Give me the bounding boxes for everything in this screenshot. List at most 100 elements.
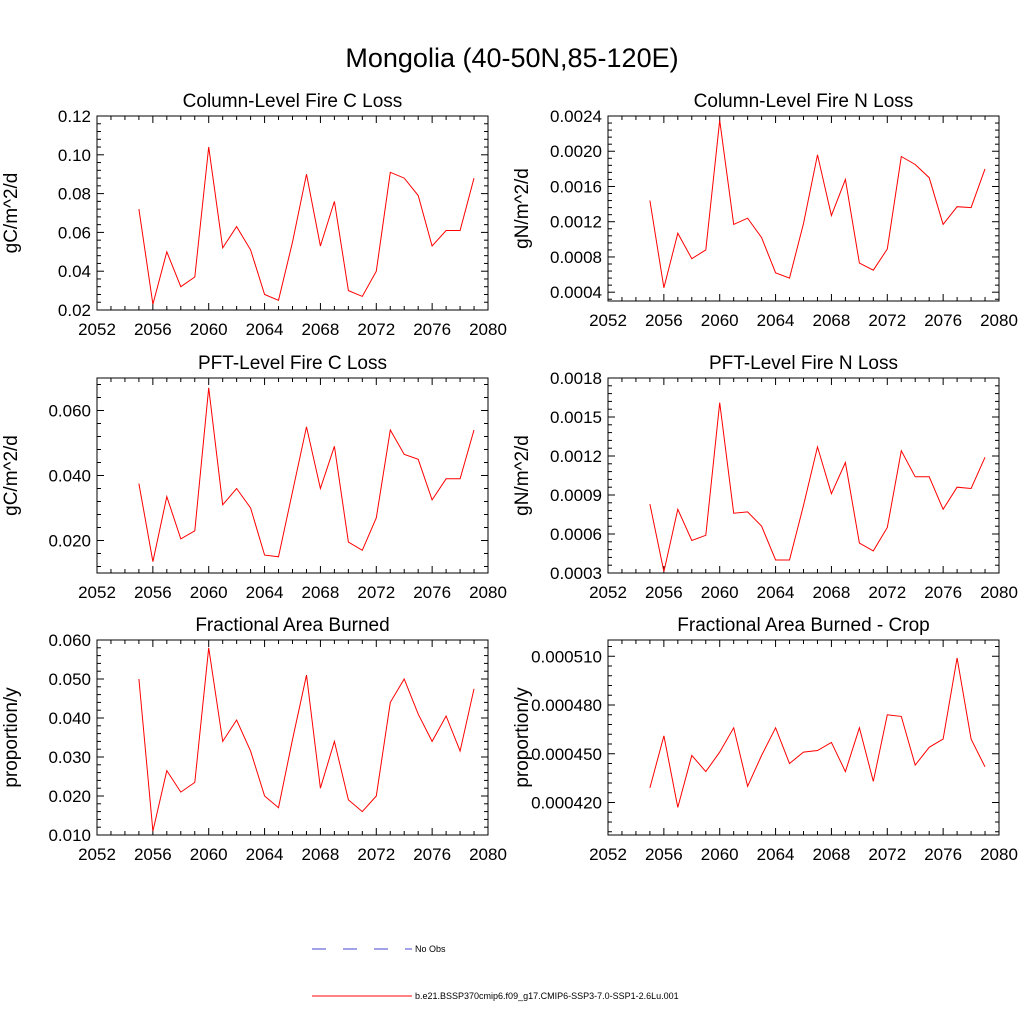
x-tick-label: 2056 [134, 320, 172, 339]
y-tick-label: 0.0018 [550, 369, 602, 388]
y-tick-label: 0.04 [58, 262, 91, 281]
x-tick-label: 2076 [924, 845, 962, 864]
series-line [649, 657, 986, 808]
y-axis-label: gC/m^2/d [1, 435, 22, 516]
series-line [138, 387, 475, 562]
y-tick-label: 0.0020 [550, 142, 602, 161]
panel-title: Column-Level Fire C Loss [183, 91, 403, 112]
panel-title: Fractional Area Burned [195, 615, 389, 636]
y-tick-label: 0.0016 [550, 177, 602, 196]
y-tick-label: 0.040 [48, 467, 91, 486]
x-tick-label: 2060 [701, 845, 739, 864]
y-tick-label: 0.0008 [550, 248, 602, 267]
x-tick-label: 2076 [413, 320, 451, 339]
y-tick-label: 0.12 [58, 107, 91, 126]
x-tick-label: 2068 [302, 845, 340, 864]
x-tick-label: 2060 [190, 845, 228, 864]
panel-4: 2052 2056 2060 2064 2068 2072 2076 2080 0.0003 0.… [512, 353, 1018, 602]
y-tick-label: 0.060 [48, 402, 91, 421]
x-tick-label: 2052 [78, 583, 116, 602]
x-tick-label: 2064 [757, 583, 795, 602]
x-tick-label: 2076 [924, 311, 962, 330]
x-tick-label: 2056 [645, 311, 683, 330]
x-tick-label: 2080 [980, 845, 1018, 864]
x-tick-label: 2072 [357, 320, 395, 339]
y-tick-label: 0.000420 [531, 794, 602, 813]
y-tick-label: 0.0003 [550, 564, 602, 583]
y-axis-label: gN/m^2/d [512, 168, 533, 249]
y-tick-label: 0.0012 [550, 447, 602, 466]
y-tick-label: 0.060 [48, 631, 91, 650]
x-tick-label: 2068 [813, 311, 851, 330]
y-tick-label: 0.0015 [550, 408, 602, 427]
x-tick-label: 2060 [190, 583, 228, 602]
y-tick-label: 0.010 [48, 826, 91, 845]
x-tick-label: 2056 [645, 845, 683, 864]
y-tick-label: 0.0024 [550, 107, 602, 126]
x-tick-label: 2064 [757, 845, 795, 864]
figure-title: Mongolia (40-50N,85-120E) [345, 43, 678, 73]
y-axis-label: proportion/y [1, 687, 22, 788]
x-tick-label: 2056 [134, 845, 172, 864]
panel-3: 2052 2056 2060 2064 2068 2072 2076 2080 0.020 0.0… [1, 353, 507, 602]
y-tick-label: 0.08 [58, 185, 91, 204]
y-tick-label: 0.000450 [531, 745, 602, 764]
x-tick-label: 2060 [701, 583, 739, 602]
x-tick-label: 2080 [469, 583, 507, 602]
x-tick-label: 2064 [246, 583, 284, 602]
x-tick-label: 2068 [302, 320, 340, 339]
plot-frame [607, 639, 1000, 836]
x-tick-label: 2056 [134, 583, 172, 602]
x-tick-label: 2052 [78, 845, 116, 864]
panel-title: Fractional Area Burned - Crop [677, 615, 929, 636]
series-line [138, 146, 475, 305]
panels: 2052 2056 2060 2064 2068 2072 2076 2080 0.02 0.04… [1, 91, 1018, 864]
legend: No Obs b.e21.BSSP370cmip6.f09_g17.CMIP6-… [312, 944, 679, 1001]
x-tick-label: 2052 [589, 845, 627, 864]
series-line [138, 647, 475, 832]
x-tick-label: 2060 [701, 311, 739, 330]
y-tick-label: 0.000480 [531, 696, 602, 715]
y-tick-label: 0.0006 [550, 525, 602, 544]
x-tick-label: 2052 [589, 583, 627, 602]
plot-frame [96, 115, 489, 311]
panel-title: Column-Level Fire N Loss [694, 91, 914, 112]
panel-1: 2052 2056 2060 2064 2068 2072 2076 2080 0.02 0.04… [1, 91, 507, 339]
y-tick-label: 0.0012 [550, 213, 602, 232]
y-tick-label: 0.0004 [550, 283, 602, 302]
y-tick-label: 0.000510 [531, 647, 602, 666]
y-tick-label: 0.020 [48, 787, 91, 806]
x-tick-label: 2064 [757, 311, 795, 330]
x-tick-label: 2056 [645, 583, 683, 602]
panel-title: PFT-Level Fire C Loss [198, 353, 387, 374]
x-tick-label: 2064 [246, 845, 284, 864]
y-tick-label: 0.030 [48, 748, 91, 767]
x-tick-label: 2064 [246, 320, 284, 339]
x-tick-label: 2072 [868, 311, 906, 330]
y-tick-label: 0.050 [48, 670, 91, 689]
x-tick-label: 2052 [589, 311, 627, 330]
y-tick-label: 0.06 [58, 223, 91, 242]
legend-label-no-obs: No Obs [415, 944, 446, 954]
plot-frame [607, 377, 1000, 574]
x-tick-label: 2068 [813, 845, 851, 864]
x-tick-label: 2068 [813, 583, 851, 602]
x-tick-label: 2072 [868, 583, 906, 602]
x-tick-label: 2060 [190, 320, 228, 339]
y-axis-label: proportion/y [512, 687, 533, 788]
y-tick-label: 0.040 [48, 709, 91, 728]
x-tick-label: 2076 [413, 583, 451, 602]
x-tick-label: 2072 [357, 583, 395, 602]
x-tick-label: 2052 [78, 320, 116, 339]
plot-frame [96, 377, 489, 574]
x-tick-label: 2072 [868, 845, 906, 864]
y-axis-label: gN/m^2/d [512, 435, 533, 516]
x-tick-label: 2080 [980, 311, 1018, 330]
x-tick-label: 2080 [469, 320, 507, 339]
x-tick-label: 2076 [413, 845, 451, 864]
y-tick-label: 0.020 [48, 532, 91, 551]
x-tick-label: 2068 [302, 583, 340, 602]
y-axis-label: gC/m^2/d [1, 173, 22, 254]
plot-frame [607, 115, 1000, 302]
